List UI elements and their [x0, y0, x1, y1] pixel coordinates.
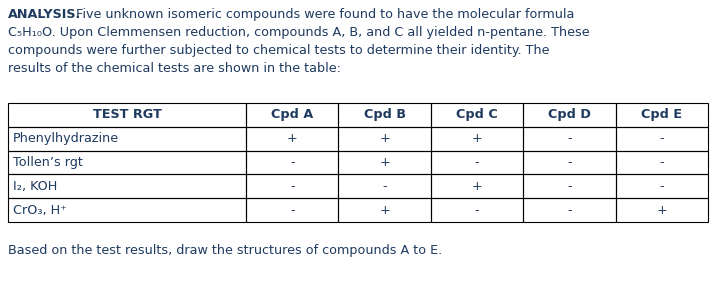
Text: TEST RGT: TEST RGT — [92, 108, 161, 122]
Bar — [246, 174, 339, 198]
Text: -: - — [659, 132, 664, 145]
Text: Cpd C: Cpd C — [456, 108, 498, 122]
Text: Five unknown isomeric compounds were found to have the molecular formula: Five unknown isomeric compounds were fou… — [72, 8, 574, 21]
Text: -: - — [475, 156, 479, 169]
Bar — [616, 198, 708, 222]
Bar — [431, 198, 523, 222]
Text: +: + — [472, 132, 483, 145]
Bar — [8, 103, 246, 127]
Text: compounds were further subjected to chemical tests to determine their identity. : compounds were further subjected to chem… — [8, 44, 549, 57]
Bar — [431, 151, 523, 174]
Text: Cpd B: Cpd B — [364, 108, 405, 122]
Text: -: - — [382, 180, 387, 193]
Text: Based on the test results, draw the structures of compounds A to E.: Based on the test results, draw the stru… — [8, 244, 442, 257]
Bar — [523, 174, 616, 198]
Text: +: + — [472, 180, 483, 193]
Text: I₂, KOH: I₂, KOH — [13, 180, 57, 193]
Text: -: - — [290, 180, 294, 193]
Text: -: - — [659, 156, 664, 169]
Bar — [339, 127, 431, 151]
Bar — [339, 198, 431, 222]
Bar — [616, 151, 708, 174]
Bar — [8, 198, 246, 222]
Bar — [431, 174, 523, 198]
Bar — [523, 103, 616, 127]
Bar — [339, 174, 431, 198]
Text: ANALYSIS.: ANALYSIS. — [8, 8, 81, 21]
Bar — [246, 151, 339, 174]
Bar — [339, 151, 431, 174]
Bar — [431, 127, 523, 151]
Bar — [523, 127, 616, 151]
Bar — [246, 127, 339, 151]
Text: Tollen’s rgt: Tollen’s rgt — [13, 156, 83, 169]
Text: -: - — [567, 180, 571, 193]
Text: Cpd E: Cpd E — [642, 108, 682, 122]
Text: Cpd D: Cpd D — [548, 108, 591, 122]
Bar — [8, 151, 246, 174]
Bar — [616, 127, 708, 151]
Text: -: - — [290, 204, 294, 217]
Text: +: + — [379, 204, 390, 217]
Bar — [246, 103, 339, 127]
Text: Phenylhydrazine: Phenylhydrazine — [13, 132, 119, 145]
Text: -: - — [290, 156, 294, 169]
Text: +: + — [657, 204, 667, 217]
Bar — [616, 103, 708, 127]
Bar — [523, 151, 616, 174]
Bar — [8, 174, 246, 198]
Text: -: - — [567, 132, 571, 145]
Text: -: - — [567, 204, 571, 217]
Text: -: - — [475, 204, 479, 217]
Text: +: + — [379, 156, 390, 169]
Text: +: + — [379, 132, 390, 145]
Bar — [8, 127, 246, 151]
Bar — [246, 198, 339, 222]
Text: results of the chemical tests are shown in the table:: results of the chemical tests are shown … — [8, 62, 341, 75]
Text: Cpd A: Cpd A — [271, 108, 314, 122]
Bar — [523, 198, 616, 222]
Text: +: + — [287, 132, 298, 145]
Bar — [431, 103, 523, 127]
Text: -: - — [567, 156, 571, 169]
Bar — [616, 174, 708, 198]
Text: CrO₃, H⁺: CrO₃, H⁺ — [13, 204, 67, 217]
Text: C₅H₁₀O. Upon Clemmensen reduction, compounds A, B, and C all yielded n-pentane. : C₅H₁₀O. Upon Clemmensen reduction, compo… — [8, 26, 589, 39]
Bar — [339, 103, 431, 127]
Text: -: - — [659, 180, 664, 193]
